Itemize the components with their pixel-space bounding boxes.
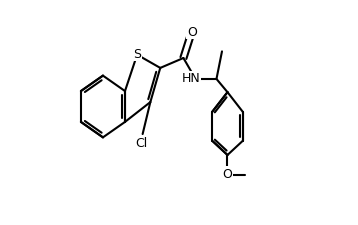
Text: O: O (223, 167, 232, 180)
Text: S: S (133, 48, 141, 61)
Text: O: O (187, 26, 197, 39)
Text: HN: HN (181, 72, 200, 85)
Text: Cl: Cl (135, 137, 147, 150)
